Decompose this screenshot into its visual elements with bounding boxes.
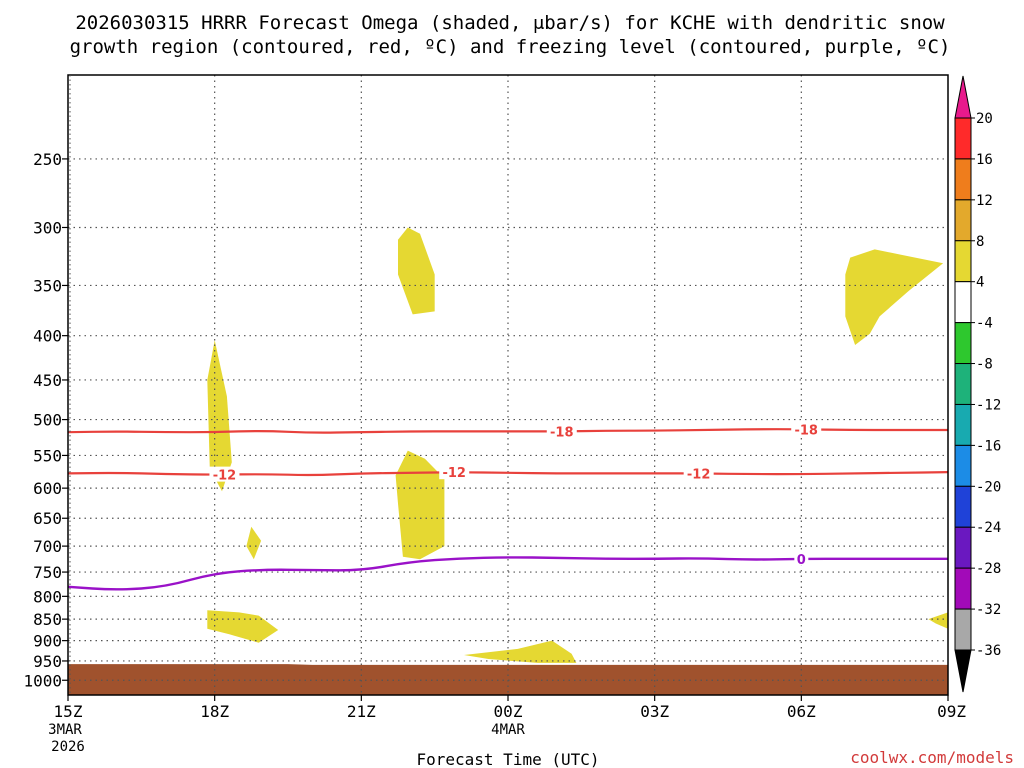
colorbar-label-11: -24: [976, 520, 1001, 536]
x-tick-label-09Z: 09Z: [937, 702, 966, 721]
colorbar-swatch-1: [954, 117, 972, 160]
colorbar-swatch-7: [954, 363, 972, 405]
colorbar-label-5: 4: [976, 275, 984, 291]
omega-region-7: [845, 249, 944, 345]
colorbar-label-13: -32: [976, 602, 1001, 618]
freezing-level-contour-label-1: 0: [797, 553, 806, 568]
colorbar-label-7: -8: [976, 357, 993, 373]
x-tick-label-00Z: 00Z: [494, 702, 523, 721]
y-tick-label-700: 700: [33, 537, 62, 556]
colorbar-label-9: -16: [976, 438, 1001, 454]
y-tick-label-400: 400: [33, 327, 62, 346]
y-tick-label-550: 550: [33, 446, 62, 465]
colorbar-swatch-6: [954, 322, 972, 365]
x-tick-year-15Z: 2026: [51, 739, 85, 755]
y-tick-label-750: 750: [33, 563, 62, 582]
chart-title-line-2: growth region (contoured, red, ºC) and f…: [70, 36, 951, 58]
dgz-contour-minus18-label-1: -18: [550, 425, 574, 440]
colorbar-swatch-2: [954, 158, 972, 201]
dgz-contour-minus12-label-3: -12: [687, 467, 711, 482]
y-tick-label-250: 250: [33, 150, 62, 169]
colorbar-swatch-3: [954, 199, 972, 242]
colorbar: 20 16 12 8 4 -4 -8 -12 -16 -20 -24 -28 -32 -36: [954, 75, 1001, 693]
dgz-contour-minus18-label-bg-1: [546, 423, 577, 439]
y-tick-label-600: 600: [33, 479, 62, 498]
y-axis-pressure: 250 300 350 400 450 500 550 600 650 700 750 800 850 9…: [23, 150, 68, 690]
dgz-contour-minus12-label-1: -12: [213, 469, 237, 484]
colorbar-swatch-10: [954, 485, 972, 528]
x-tick-label-15Z: 15Z: [54, 702, 83, 721]
colorbar-label-2: 16: [976, 152, 993, 168]
colorbar-label-6: -4: [976, 316, 993, 332]
omega-region-2: [246, 526, 262, 560]
x-tick-date-00Z: 4MAR: [491, 722, 525, 738]
dgz-contour-minus12-label-2: -12: [442, 466, 466, 481]
plot-frame: [67, 74, 949, 696]
x-tick-date-15Z: 3MAR: [48, 722, 82, 738]
omega-region-8: [928, 612, 948, 629]
dgz-contour-minus18: [68, 428, 948, 434]
x-axis-label: Forecast Time (UTC): [416, 750, 599, 768]
dgz-contour-minus12-label-bg-3: [683, 465, 714, 481]
omega-region-1: [207, 340, 232, 492]
dgz-contour-minus12-label-bg-2: [439, 464, 470, 480]
dgz-contour-minus18-label-2: -18: [794, 423, 818, 438]
colorbar-swatch-13: [954, 608, 972, 651]
plot-content: -18 -18 -12 -12 -12 0: [68, 75, 948, 695]
y-tick-label-350: 350: [33, 276, 62, 295]
colorbar-swatch-11: [954, 526, 972, 569]
colorbar-label-3: 12: [976, 193, 993, 209]
colorbar-label-14: -36: [976, 643, 1001, 659]
y-tick-label-500: 500: [33, 411, 62, 430]
colorbar-bottom-arrow: [954, 649, 972, 693]
freezing-level-contour: [68, 556, 948, 591]
colorbar-label-10: -20: [976, 479, 1001, 495]
y-tick-label-850: 850: [33, 610, 62, 629]
y-tick-label-300: 300: [33, 218, 62, 237]
colorbar-swatch-5: [954, 281, 972, 324]
y-tick-label-1000: 1000: [23, 671, 62, 690]
x-tick-label-03Z: 03Z: [640, 702, 669, 721]
colorbar-top-arrow: [954, 75, 972, 119]
x-tick-label-06Z: 06Z: [787, 702, 816, 721]
omega-region-3: [207, 610, 279, 643]
x-tick-label-21Z: 21Z: [347, 702, 376, 721]
dgz-contour-minus12: [68, 471, 948, 477]
y-tick-label-450: 450: [33, 371, 62, 390]
y-tick-label-650: 650: [33, 509, 62, 528]
colorbar-swatch-12: [954, 567, 972, 610]
omega-region-5: [395, 450, 445, 560]
omega-region-6: [464, 640, 577, 663]
plot-area: -18 -18 -12 -12 -12 0: [67, 74, 949, 696]
colorbar-label-12: -28: [976, 561, 1001, 577]
colorbar-label-8: -12: [976, 397, 1001, 413]
chart-title-line-1: 2026030315 HRRR Forecast Omega (shaded, …: [75, 12, 945, 34]
freezing-level-contour-label-bg-1: [794, 550, 809, 566]
colorbar-swatch-4: [954, 240, 972, 283]
colorbar-label-1: 20: [976, 111, 993, 127]
y-tick-label-800: 800: [33, 587, 62, 606]
colorbar-swatch-9: [954, 444, 972, 487]
dgz-contour-minus18-label-bg-2: [791, 421, 822, 437]
y-tick-label-950: 950: [33, 652, 62, 671]
x-tick-label-18Z: 18Z: [200, 702, 229, 721]
watermark: coolwx.com/models: [850, 748, 1014, 767]
terrain-fill: [68, 664, 948, 695]
omega-region-4: [398, 227, 435, 315]
colorbar-swatch-8: [954, 403, 972, 446]
y-tick-label-900: 900: [33, 632, 62, 651]
colorbar-label-4: 8: [976, 234, 984, 250]
dgz-contour-minus12-label-bg-1: [209, 466, 240, 482]
